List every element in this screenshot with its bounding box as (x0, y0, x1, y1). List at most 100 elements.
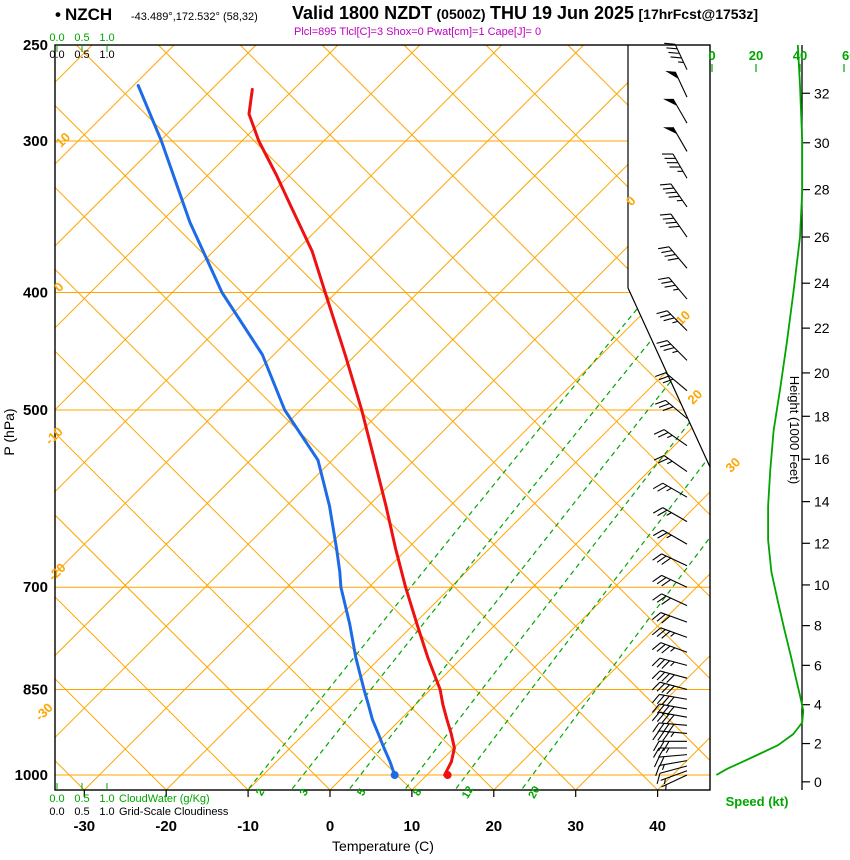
frame-notch-diagonal (627, 287, 711, 468)
wind-barb-full (668, 195, 680, 198)
wind-barb-full (655, 372, 666, 377)
pressure-tick-label: 300 (23, 133, 48, 150)
isotherm-label: 10 (672, 307, 693, 328)
mixing-ratio-label: 3 (298, 787, 311, 798)
isotherm-label: 30 (722, 454, 743, 475)
wind-barb-full (661, 557, 672, 565)
wind-barb-full (661, 579, 672, 587)
wind-barb-staff (661, 593, 688, 607)
temp-tick-label: 0 (326, 818, 334, 835)
wind-barb-full (652, 529, 664, 537)
wind-barb-full (664, 284, 676, 288)
height-tick-label: 6 (814, 657, 822, 673)
wind-barb-half (670, 731, 675, 738)
isotherm-line (411, 45, 710, 790)
wind-barb-full (661, 660, 671, 669)
wind-barb-full (656, 704, 665, 714)
height-tick-label: 12 (814, 535, 830, 551)
wind-barb-full (657, 485, 668, 492)
height-tick-label: 22 (814, 320, 830, 336)
wind-barb-full (652, 507, 664, 514)
height-tick-label: 26 (814, 229, 830, 245)
wind-barb-full (664, 42, 676, 45)
mixing-ratio-line (242, 65, 710, 790)
wind-barb-staff (662, 529, 688, 545)
wind-speed-curve (715, 44, 805, 776)
speed-tick-label: 60 (842, 48, 850, 63)
wind-barb-full (656, 659, 666, 668)
wind-barb-full (653, 455, 665, 461)
wind-barb-staff (670, 213, 688, 238)
valid-date: THU 19 Jun 2025 (490, 3, 635, 23)
wind-barb-full (661, 713, 670, 723)
height-tick-label: 2 (814, 736, 822, 752)
cloudwater-scale-label: 0.0 (49, 793, 64, 805)
wind-barb-full (659, 183, 671, 186)
wind-barb-full (657, 532, 668, 539)
station-coords: -43.489°,172.532° (58,32) (131, 11, 258, 23)
wind-barb-pennant (665, 70, 679, 79)
dry-adiabat-line (55, 45, 413, 790)
wind-barb-full (651, 612, 662, 621)
wind-barb-full (661, 615, 671, 624)
wind-barb-full (656, 671, 666, 681)
surface-temperature-dot (443, 771, 452, 780)
isotherm-label: -10 (42, 424, 66, 448)
height-tick-label: 16 (814, 451, 830, 467)
wind-barb-full (656, 683, 666, 692)
forecast-hour: [17hrFcst@1753z] (638, 6, 758, 22)
wind-barb-full (657, 509, 668, 517)
temp-tick-label: 20 (485, 818, 502, 835)
height-tick-label: 28 (814, 182, 830, 198)
isotherm-line (329, 45, 710, 790)
wind-barb-half (663, 778, 666, 785)
valid-time: Valid 1800 NZDT (292, 3, 433, 23)
height-tick-label: 32 (814, 85, 830, 101)
wind-barb-staff (662, 507, 688, 523)
wind-barb-full (663, 741, 670, 752)
dry-adiabat-line (55, 45, 249, 790)
wind-barb-full (670, 56, 682, 59)
wind-barb-full (659, 343, 671, 348)
isotherm-line (575, 45, 710, 790)
grid-layer (55, 45, 710, 790)
wind-barb-full (652, 722, 660, 733)
wind-barb-full (666, 674, 675, 683)
cloudiness-axis-title: Grid-Scale Cloudiness (119, 806, 229, 818)
temp-tick-label: -10 (237, 818, 259, 835)
height-axis-title: Height (1000 Feet) (787, 376, 802, 484)
wind-barb-full (657, 457, 669, 464)
wind-barb-full (656, 773, 661, 785)
pressure-axis-title: P (hPa) (1, 408, 17, 455)
temp-tick-label: 40 (649, 818, 666, 835)
wind-barb-full (651, 627, 662, 636)
station-bullet: • (55, 5, 61, 24)
wind-barb-half (670, 661, 675, 667)
wind-barb-full (652, 593, 662, 601)
wind-barb-full (653, 756, 660, 768)
wind-barb-staff (668, 277, 688, 300)
cloudiness-scale-label: 0.5 (74, 806, 89, 818)
wind-barb-full (659, 213, 671, 216)
wind-barb-full (652, 553, 662, 561)
wind-barb-staff (659, 765, 688, 774)
wind-barb-half (673, 288, 679, 291)
temp-tick-label: 10 (404, 818, 421, 835)
wind-barb-full (661, 250, 673, 254)
wind-barb-staff (674, 71, 688, 98)
wind-barb-full (658, 246, 670, 250)
temp-tick-label: 30 (567, 818, 584, 835)
wind-barb-full (656, 595, 667, 603)
wind-barb-half (667, 434, 673, 439)
height-tick-label: 4 (814, 697, 822, 713)
wind-barb-full (655, 765, 660, 776)
pressure-tick-label: 400 (23, 285, 48, 302)
valid-z-time: (0500Z) (436, 6, 486, 22)
cloudwater-scale-label: 0.5 (74, 32, 89, 44)
cloudwater-scale-label: 1.0 (99, 793, 114, 805)
wind-barb-full (653, 741, 660, 752)
wind-barb-full (665, 221, 677, 224)
wind-barb-full (658, 747, 665, 758)
dry-adiabat-line (388, 45, 710, 790)
wind-barb-full (668, 225, 680, 228)
